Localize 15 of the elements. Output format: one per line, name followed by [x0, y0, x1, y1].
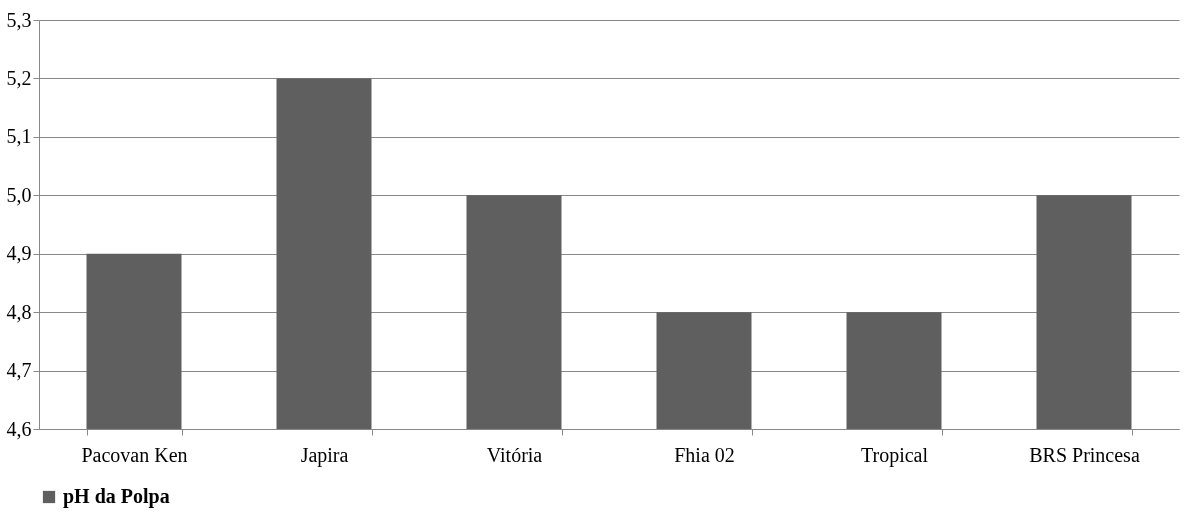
x-tick-label: Vitória — [486, 443, 543, 466]
x-tick-label: Tropical — [860, 443, 929, 467]
y-tick-label: 5,0 — [6, 183, 32, 206]
y-tick-label: 4,7 — [6, 359, 32, 382]
y-tick-label: 4,9 — [6, 242, 32, 265]
y-tick-label: 5,3 — [6, 8, 32, 31]
legend-label: pH da Polpa — [63, 485, 170, 508]
x-tick-label: Japira — [300, 443, 349, 467]
y-tick-label: 4,6 — [6, 417, 32, 440]
y-tick-label: 5,1 — [6, 125, 32, 148]
y-tick-label: 4,8 — [6, 300, 32, 323]
x-tick-label: BRS Princesa — [1029, 443, 1140, 466]
x-tick-label: Pacovan Ken — [81, 443, 188, 466]
y-tick-label: 5,2 — [6, 66, 32, 89]
x-tick-label: Fhia 02 — [674, 443, 735, 466]
